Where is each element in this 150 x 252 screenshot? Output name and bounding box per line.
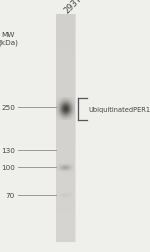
Text: MW
(kDa): MW (kDa) [0,32,18,46]
Bar [56,15,75,242]
Text: 70: 70 [6,192,15,198]
Text: 250: 250 [1,104,15,110]
Text: UbiquitinatedPER1: UbiquitinatedPER1 [88,107,150,113]
Text: 130: 130 [1,147,15,153]
Text: 100: 100 [1,165,15,171]
Text: 293T: 293T [62,0,83,15]
